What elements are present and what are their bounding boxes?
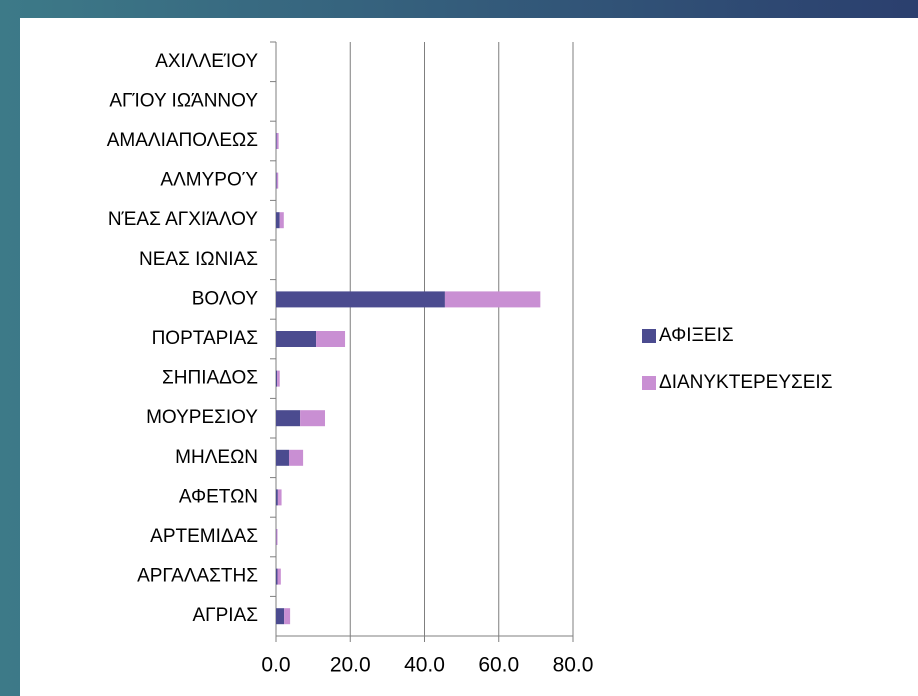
y-tick-label: ΑΡΤΕΜΙΔΑΣ [150, 526, 258, 547]
y-tick-label: ΑΧΙΛΛΕΊΟΥ [155, 51, 258, 72]
x-tick-label: 80.0 [553, 654, 594, 677]
y-tick-label: ΑΛΜΥΡΟΎ [160, 170, 258, 191]
x-tick-label: 20.0 [330, 654, 371, 677]
bar [279, 212, 284, 229]
bar [444, 291, 541, 308]
y-tick-label: ΑΜΑΛΙΑΠΟΛΕΩΣ [107, 130, 258, 151]
y-tick-label: ΣΗΠΙΑΔΟΣ [162, 368, 258, 389]
y-tick-label: ΑΡΓΑΛΑΣΤΗΣ [137, 566, 258, 587]
y-tick-label: ΜΗΛΕΩΝ [175, 447, 258, 468]
chart-area [20, 18, 918, 696]
legend-swatch [642, 329, 656, 343]
bar [300, 410, 326, 427]
bar [276, 370, 278, 387]
y-tick-label: ΜΟΥΡΕΣΙΟΥ [146, 407, 258, 428]
x-tick-label: 0.0 [261, 654, 290, 677]
bar [276, 410, 301, 427]
y-tick-label: ΠΟΡΤΑΡΙΑΣ [152, 328, 258, 349]
bar [276, 212, 280, 229]
legend-label: ΑΦΙΞΕΙΣ [659, 325, 734, 346]
y-tick-label: ΑΦΕΤΩΝ [179, 486, 258, 507]
x-tick-label: 60.0 [478, 654, 519, 677]
bar [276, 291, 445, 308]
bar [276, 529, 278, 545]
bar [276, 449, 289, 466]
y-tick-label: ΑΓΡΙΑΣ [192, 605, 258, 626]
bar [288, 449, 304, 466]
y-tick-label: ΝΕΑΣ ΙΩΝΙΑΣ [139, 249, 258, 270]
legend-swatch [642, 376, 656, 390]
bar [276, 489, 278, 506]
y-tick-label: ΝΈΑΣ ΑΓΧΙΆΛΟΥ [108, 209, 258, 230]
bar [277, 489, 282, 506]
bar [276, 568, 278, 585]
bar [284, 608, 291, 625]
bar [277, 568, 281, 585]
bar [276, 608, 285, 625]
bar [276, 133, 277, 149]
bar [316, 331, 346, 347]
y-tick-label: ΒΟΛΟΥ [192, 288, 259, 309]
bar [276, 133, 279, 149]
bar [276, 172, 279, 189]
x-tick-label: 40.0 [404, 654, 445, 677]
bar [277, 370, 280, 387]
bar [276, 172, 277, 189]
bar [276, 331, 317, 347]
legend-label: ΔΙΑΝΥΚΤΕΡΕΥΣΕΙΣ [659, 372, 832, 393]
y-tick-label: ΑΓΊΟΥ ΙΩΆΝΝΟΥ [109, 90, 258, 111]
